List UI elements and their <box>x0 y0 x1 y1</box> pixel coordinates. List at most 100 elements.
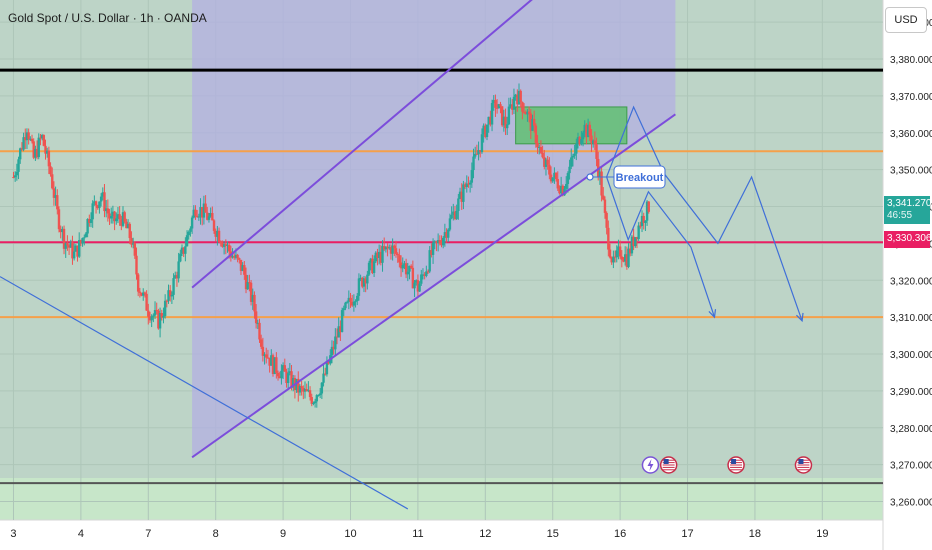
candle-up <box>421 274 425 276</box>
candle-up <box>25 132 29 141</box>
candle-up <box>591 140 595 144</box>
candle-up <box>477 150 480 155</box>
candle-down <box>94 201 98 206</box>
candle-up <box>559 185 563 194</box>
candle-up <box>450 214 453 219</box>
time-tick-label: 8 <box>213 528 219 540</box>
candle-up <box>482 125 485 135</box>
candle-down <box>275 357 278 373</box>
candle-up <box>81 238 84 244</box>
candle-up <box>13 175 17 178</box>
candle-up <box>19 148 22 160</box>
channel-lower-line <box>191 113 676 459</box>
candle-down <box>182 247 185 254</box>
candle-up <box>98 201 101 209</box>
candle-down <box>590 135 593 144</box>
candle-down <box>383 246 386 250</box>
candle-down <box>332 346 335 350</box>
time-tick-label: 19 <box>816 528 828 540</box>
candle-down <box>546 159 549 165</box>
candle-down <box>227 244 231 252</box>
projection-path-1 <box>606 105 803 322</box>
candle-down <box>495 107 499 109</box>
breakout-callout[interactable]: Breakout <box>586 165 666 189</box>
candle-up <box>288 371 292 374</box>
candle-down <box>224 244 228 246</box>
candle-up <box>91 203 94 220</box>
candle-down <box>79 240 83 244</box>
candle-down <box>42 135 46 146</box>
candle-up <box>408 265 411 272</box>
candle-down <box>254 311 258 324</box>
candle-down <box>404 263 408 275</box>
candle-up <box>199 207 202 217</box>
price-tick-label: 3,350.000 <box>890 166 932 177</box>
candle-up <box>458 191 462 199</box>
candle-up <box>462 184 465 202</box>
candle-down <box>500 106 504 126</box>
candle-down <box>516 94 519 105</box>
candle-up <box>72 251 76 259</box>
candle-up <box>468 182 472 185</box>
candle-down <box>532 118 536 126</box>
time-axis-labels: 3 4 7 8 9 10 11 12 15 16 17 18 19 <box>10 528 828 540</box>
candle-down <box>511 104 514 110</box>
candle-up <box>69 242 72 248</box>
candle-down <box>20 148 24 150</box>
projection-paths <box>606 105 804 323</box>
candle-up <box>369 258 372 263</box>
candle-up <box>222 244 226 247</box>
candle-up <box>342 308 345 311</box>
candle-up <box>452 211 455 215</box>
horizontal-levels <box>0 68 883 485</box>
candle-down <box>44 145 47 154</box>
candle-down <box>67 245 71 248</box>
candle-down <box>602 195 605 200</box>
candle-down <box>585 124 588 138</box>
candle-up <box>172 278 175 295</box>
candle-up <box>251 294 254 302</box>
candle-down <box>453 211 457 219</box>
candle-up <box>37 137 40 158</box>
candle-up <box>74 245 78 252</box>
candle-down <box>249 282 253 302</box>
candle-down <box>106 208 110 214</box>
candle-up <box>571 155 575 158</box>
candle-up <box>110 215 113 219</box>
candle-up <box>573 153 576 156</box>
candle-down <box>527 111 531 114</box>
last-price-tag: 3,341.270 46:55 <box>884 196 932 224</box>
candle-up <box>101 192 104 197</box>
candle-down <box>543 157 546 167</box>
candle-down <box>536 143 539 148</box>
candle-down <box>394 248 398 254</box>
candle-up <box>298 386 302 393</box>
candle-down <box>635 237 639 240</box>
time-axis-background <box>0 520 883 550</box>
candle-up <box>281 365 285 371</box>
price-tick-label: 3,270.000 <box>890 461 932 472</box>
candle-up <box>544 159 548 167</box>
currency-button[interactable]: USD <box>885 7 927 33</box>
candle-up <box>531 118 534 131</box>
candle-up <box>551 177 554 182</box>
candle-down <box>398 255 401 263</box>
candle-down <box>610 257 613 263</box>
chart-title: Gold Spot / U.S. Dollar · 1h · OANDA <box>8 11 207 25</box>
candle-down <box>494 100 497 108</box>
candle-up <box>447 229 450 238</box>
candle-down <box>120 219 123 226</box>
countdown-timer: 46:55 <box>887 210 913 221</box>
candle-down <box>32 141 35 158</box>
candle-down <box>529 113 533 131</box>
candle-up <box>286 373 290 383</box>
candle-down <box>556 179 559 189</box>
candle-up <box>216 230 219 237</box>
candle-down <box>283 365 286 372</box>
candle-up <box>207 216 211 220</box>
candle-down <box>324 373 327 375</box>
level-price-value: 3,330.306 <box>887 233 932 244</box>
candle-up <box>441 237 445 246</box>
candle-up <box>115 218 118 222</box>
